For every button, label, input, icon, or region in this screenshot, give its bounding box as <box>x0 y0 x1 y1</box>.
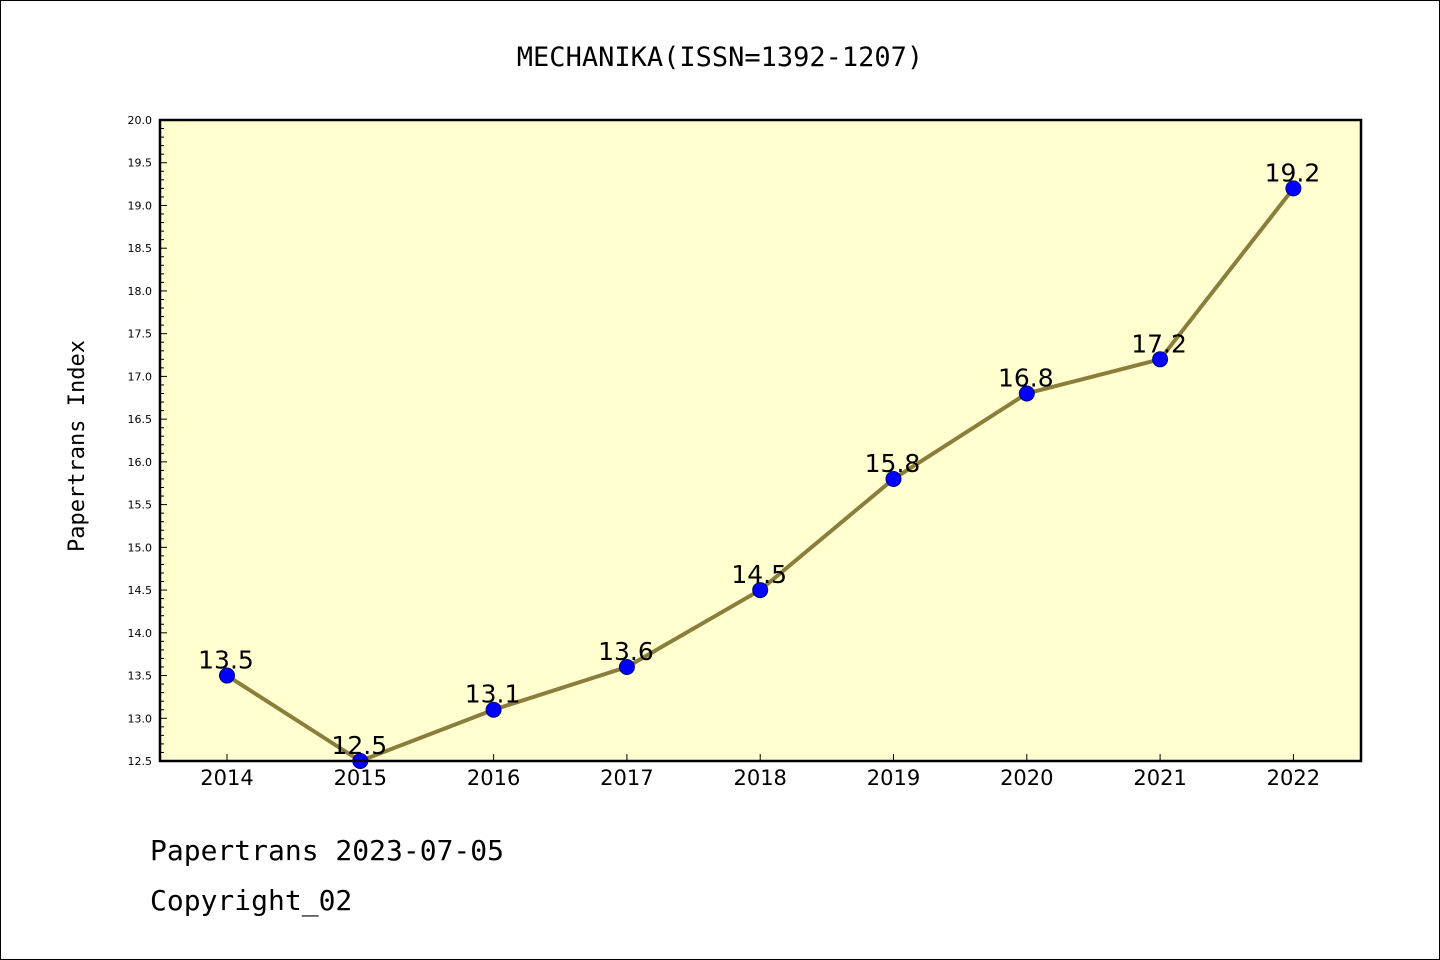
data-point-marker <box>618 658 635 675</box>
data-label: 14.5 <box>731 560 787 589</box>
data-label: 13.1 <box>465 680 521 709</box>
x-tick-label: 2020 <box>1000 766 1053 790</box>
y-tick-label: 13.5 <box>128 670 153 683</box>
y-tick-label: 19.5 <box>128 157 153 170</box>
data-point-marker <box>1018 385 1035 402</box>
data-point-marker <box>485 701 502 718</box>
data-label: 13.5 <box>198 646 254 675</box>
data-point-marker <box>885 470 902 487</box>
data-label: 13.6 <box>598 637 654 666</box>
y-tick-label: 20.0 <box>128 114 153 127</box>
y-tick-label: 15.0 <box>128 541 153 554</box>
y-axis: 12.5 13.0 13.5 14.0 14.5 15.0 15.5 16.0 16.5 17.0… <box>128 114 167 768</box>
y-tick-label: 16.5 <box>128 413 153 426</box>
x-axis: 2014 2015 2016 2017 2018 2019 2020 2021 2022 <box>200 754 1320 790</box>
x-tick-label: 2019 <box>867 766 920 790</box>
data-label: 17.2 <box>1131 329 1187 358</box>
y-tick-label: 18.5 <box>128 242 153 255</box>
y-axis-label: Papertrans Index <box>65 340 90 552</box>
footer-copyright: Copyright_02 <box>150 884 353 917</box>
series-line-group: 13.5 12.5 13.1 13.6 14.5 15.8 16.8 17.2 19.2 <box>198 158 1321 769</box>
y-tick-label: 15.5 <box>128 499 153 512</box>
y-tick-label: 13.0 <box>128 712 153 725</box>
plot-area <box>160 120 1361 761</box>
y-tick-label: 19.0 <box>128 199 153 212</box>
x-tick-label: 2017 <box>600 766 653 790</box>
x-tick-label: 2022 <box>1267 766 1320 790</box>
y-tick-label: 14.0 <box>128 627 153 640</box>
data-point-marker <box>219 667 235 684</box>
chart-title: MECHANIKA(ISSN=1392-1207) <box>517 42 923 73</box>
data-point-marker <box>1152 351 1169 368</box>
plot-border <box>158 118 1363 763</box>
data-label: 19.2 <box>1265 158 1321 187</box>
data-label: 15.8 <box>865 449 921 478</box>
footer-source: Papertrans 2023-07-05 <box>150 834 505 867</box>
x-tick-label: 2016 <box>467 766 520 790</box>
x-tick-label: 2018 <box>733 766 786 790</box>
y-tick-label: 14.5 <box>128 584 153 597</box>
y-tick-label: 16.0 <box>128 456 153 469</box>
x-tick-label: 2021 <box>1133 766 1186 790</box>
y-tick-label: 12.5 <box>128 755 153 768</box>
data-label: 16.8 <box>998 363 1054 392</box>
data-point-marker <box>1285 180 1302 197</box>
y-tick-label: 18.0 <box>128 285 153 298</box>
x-tick-label: 2015 <box>334 766 387 790</box>
data-label: 12.5 <box>331 731 387 760</box>
x-tick-label: 2014 <box>200 766 253 790</box>
data-point-marker <box>752 582 769 599</box>
y-tick-label: 17.0 <box>128 370 153 383</box>
y-tick-label: 17.5 <box>128 328 153 341</box>
